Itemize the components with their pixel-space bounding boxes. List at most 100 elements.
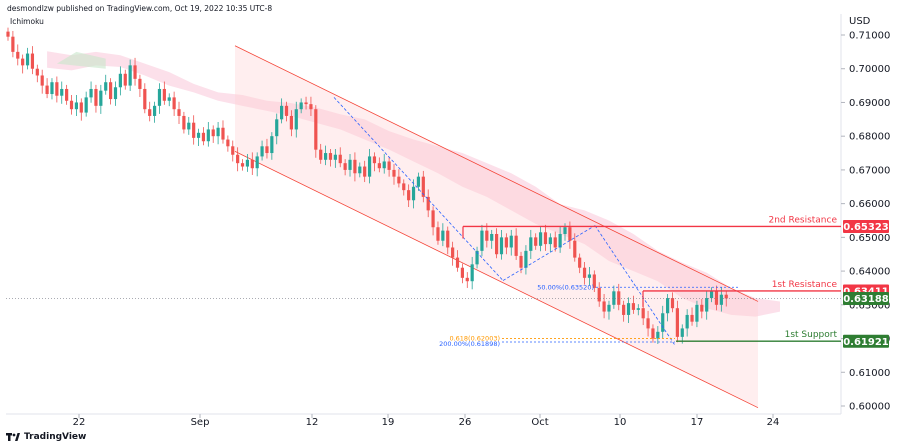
candle-body	[280, 105, 284, 120]
levels-group: 2nd Resistance 1st Resistance 1st Support 5…	[6, 215, 841, 348]
candle-body	[543, 232, 548, 245]
time-tick-label: 26	[459, 417, 472, 428]
candle-body	[65, 88, 69, 101]
candle-body	[363, 166, 367, 177]
candle-body	[236, 154, 240, 164]
candle-body	[358, 166, 362, 174]
candle-body	[670, 298, 675, 309]
candle-body	[617, 291, 621, 305]
candle-body	[240, 163, 245, 167]
candle-body	[377, 163, 381, 169]
tag-2nd-resistance: 0.65323	[843, 222, 889, 233]
candle-body	[612, 291, 616, 305]
candle-body	[470, 264, 474, 282]
candle-body	[192, 122, 196, 138]
candle-body	[275, 119, 279, 137]
candle-body	[270, 136, 274, 154]
candle-body	[133, 65, 137, 79]
price-tick-label: 0.70000	[849, 64, 890, 75]
channel-upper-line	[234, 45, 759, 302]
fib-50-label: 50.00%(0.63520)	[537, 283, 594, 291]
candle-body	[25, 53, 30, 66]
zigzag-segment	[502, 225, 596, 281]
candle-body	[705, 298, 709, 312]
tradingview-logo-icon	[6, 432, 20, 441]
tag-2nd-resistance-bg	[843, 219, 889, 233]
fib-200-label: 200.00%(0.61898)	[439, 340, 500, 348]
candle-body	[187, 122, 191, 130]
currency-label: USD	[849, 16, 871, 27]
candle-body	[548, 237, 552, 245]
candle-body	[446, 230, 450, 248]
level-label: 1st Support	[785, 330, 838, 340]
candle-body	[289, 115, 293, 130]
candle-body	[568, 227, 572, 241]
candle-body	[524, 250, 528, 268]
candle-body	[392, 169, 396, 177]
candle-body	[294, 109, 298, 130]
price-tick-label: 0.64000	[849, 267, 890, 278]
price-tick-label: 0.63000	[849, 300, 890, 311]
candle-body	[30, 53, 35, 69]
candle-body	[519, 255, 523, 268]
candle-body	[338, 154, 342, 164]
candle-body	[172, 97, 176, 110]
candle-body	[460, 267, 464, 278]
indicator-label[interactable]: Ichimoku	[10, 17, 44, 26]
tag-current-price: 0.63188	[843, 294, 889, 305]
candle-body	[348, 159, 352, 170]
candle-body	[79, 102, 83, 113]
zigzag-segment	[594, 225, 676, 346]
candle-body	[622, 304, 626, 315]
candle-body	[411, 186, 416, 201]
candle-body	[201, 132, 206, 142]
time-tick-label: 12	[306, 417, 319, 428]
candle-body	[304, 102, 308, 105]
footer: TradingView	[6, 432, 86, 442]
candle-body	[675, 308, 679, 337]
price-tick-label: 0.71000	[849, 31, 890, 42]
time-tick-label: 24	[767, 417, 780, 428]
candle-body	[714, 291, 719, 305]
time-tick-label: 19	[382, 417, 395, 428]
candle-body	[143, 88, 147, 110]
price-tick-label: 0.60000	[849, 402, 890, 413]
candle-body	[475, 250, 479, 265]
candle-body	[167, 97, 171, 101]
candle-body	[666, 298, 670, 314]
candle-body	[661, 313, 665, 332]
candle-body	[152, 105, 157, 116]
tag-1st-support-bg	[843, 334, 889, 348]
time-axis[interactable]: 22 Sep 12 19 26 Oct 10 17 24	[73, 414, 780, 428]
zigzag-lines	[333, 97, 676, 346]
time-tick-label: Sep	[191, 417, 210, 428]
candle-body	[578, 257, 582, 268]
tag-current-price-bg	[843, 291, 889, 305]
candle-body	[431, 210, 435, 228]
candle-body	[651, 328, 655, 339]
level-label: 2nd Resistance	[768, 215, 837, 225]
candle-body	[60, 88, 64, 96]
candle-body	[69, 100, 74, 110]
candle-body	[426, 196, 430, 211]
candle-body	[333, 154, 337, 160]
price-tick-label: 0.66000	[849, 199, 890, 210]
candle-body	[480, 230, 484, 251]
candle-body	[416, 176, 421, 187]
kumo-area	[47, 51, 780, 317]
candle-body	[353, 159, 357, 174]
candle-body	[402, 183, 406, 191]
candle-body	[309, 104, 313, 110]
candle-body	[636, 308, 640, 310]
price-tick-label: 0.67000	[849, 165, 890, 176]
candle-body	[319, 149, 323, 160]
candle-body	[695, 304, 699, 322]
candle-body	[138, 78, 142, 89]
candle-body	[504, 237, 508, 248]
candle-body	[255, 156, 259, 169]
candle-body	[45, 85, 49, 95]
candle-body	[553, 237, 557, 248]
candle-body	[656, 331, 660, 339]
candle-body	[35, 68, 39, 76]
